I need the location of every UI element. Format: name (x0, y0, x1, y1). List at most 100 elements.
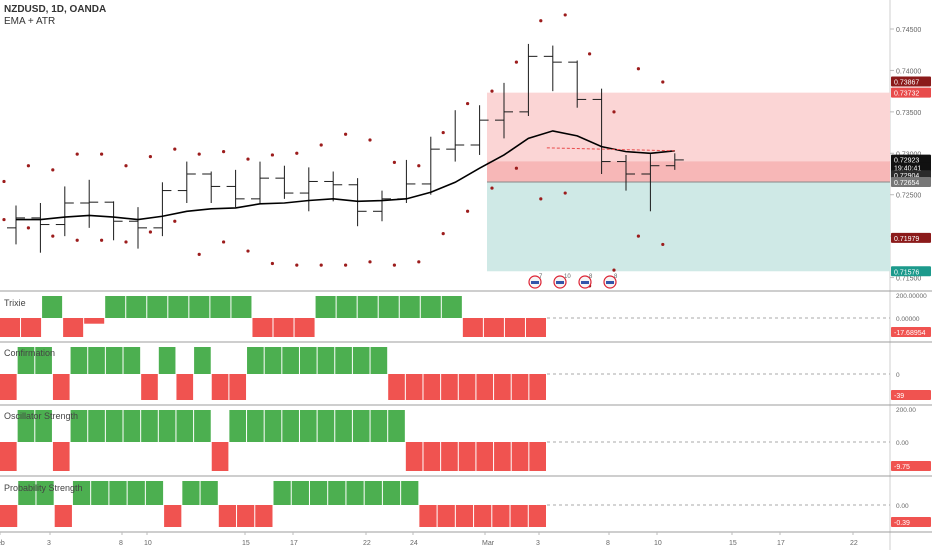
atr-lower-dot (392, 263, 396, 267)
atr-upper-dot (222, 150, 226, 154)
event-badge-count: 8 (589, 274, 593, 280)
histogram-bar-probability (237, 505, 255, 527)
atr-lower-dot (514, 166, 519, 170)
time-tick-label: 22 (363, 540, 371, 547)
time-tick-label: Mar (482, 540, 495, 547)
ohlc-bar (80, 179, 99, 228)
histogram-bar-probability (291, 481, 309, 505)
atr-lower-dot (612, 268, 616, 272)
histogram-bar-confirmation (88, 347, 105, 374)
atr-upper-dot (417, 164, 421, 168)
indicator-title: EMA + ATR (4, 16, 56, 27)
histogram-bar-probability (346, 481, 364, 505)
atr-upper-dot (75, 152, 79, 156)
histogram-bar-probability (145, 481, 164, 505)
price-label: 0.73732 (894, 91, 919, 98)
histogram-bar-oscillator (476, 442, 494, 471)
ohlc-bar (202, 171, 221, 203)
atr-lower-dot (441, 232, 445, 236)
histogram-bar-trixie (294, 318, 315, 337)
histogram-bar-probability (328, 481, 346, 505)
atr-upper-dot (441, 130, 445, 135)
histogram-bar-confirmation (229, 374, 247, 400)
event-badge-count: 10 (564, 274, 571, 280)
atr-lower-dot (270, 261, 274, 266)
histogram-bar-oscillator (70, 410, 88, 442)
histogram-bar-confirmation (423, 374, 441, 400)
pane-value-label-bg (891, 390, 931, 400)
price-label-bg (891, 76, 931, 87)
atr-upper-dot (514, 60, 519, 64)
histogram-bar-probability (109, 481, 127, 505)
histogram-bar-confirmation (405, 374, 423, 400)
atr-lower-dot (539, 197, 543, 201)
entry-zone (487, 161, 890, 182)
ohlc-bar (373, 190, 391, 222)
histogram-bar-oscillator (511, 442, 529, 471)
histogram-bar-confirmation (299, 347, 317, 374)
histogram-bar-trixie (336, 296, 357, 318)
atr-upper-dot (319, 143, 323, 147)
ohlc-bar (348, 178, 367, 227)
price-tick-label: 0.71500 (896, 276, 921, 283)
pane-title-probability-strength: Probability Strength (4, 483, 83, 493)
atr-lower-dot (124, 240, 128, 244)
histogram-bar-probability (54, 505, 72, 527)
atr-upper-dot (124, 164, 128, 168)
histogram-bar-confirmation (194, 347, 211, 374)
histogram-bar-oscillator (441, 442, 458, 471)
histogram-bar-oscillator (211, 442, 229, 471)
price-label-bg (891, 266, 931, 277)
ohlc-bar (104, 201, 123, 241)
ohlc-bar (55, 186, 74, 237)
histogram-bar-probability (91, 481, 109, 505)
pane-value-label-bg (891, 327, 931, 337)
ohlc-bar (129, 207, 147, 249)
pane-tick-label: 200.00000 (896, 293, 927, 300)
atr-lower-dot (173, 219, 177, 223)
stop-loss-zone (487, 92, 890, 162)
atr-lower-dot (661, 242, 665, 247)
atr-upper-dot (197, 152, 201, 156)
ohlc-bar (495, 82, 513, 139)
atr-upper-dot (539, 19, 543, 23)
histogram-bar-oscillator (405, 442, 423, 471)
price-label: 0.71576 (894, 269, 919, 276)
ohlc-bar (641, 154, 660, 212)
pane-value-label: -39 (894, 393, 904, 400)
histogram-bar-confirmation (317, 347, 335, 374)
atr-upper-dot (246, 157, 250, 161)
price-label-bg (891, 176, 931, 187)
histogram-bar-confirmation (123, 347, 141, 374)
histogram-bar-trixie (273, 318, 294, 337)
histogram-bar-confirmation (388, 374, 405, 400)
atr-upper-dot (148, 155, 152, 159)
atr-upper-dot (588, 52, 592, 56)
event-badge-count: 7 (539, 274, 543, 280)
histogram-bar-oscillator (105, 410, 123, 442)
price-label: 19:40:41 (894, 165, 921, 172)
atr-lower-dot (246, 249, 250, 253)
histogram-bar-confirmation (176, 374, 194, 400)
histogram-bar-probability (309, 481, 328, 505)
histogram-bar-probability (492, 505, 510, 527)
pane-title-oscillator-strength: Oscillator Strength (4, 411, 79, 421)
pane-tick-label: 0.00 (896, 440, 909, 447)
histogram-bar-confirmation (17, 347, 35, 374)
event-flag-stripe (606, 281, 614, 284)
histogram-bar-oscillator (141, 410, 158, 442)
ohlc-bar (421, 136, 440, 195)
histogram-bar-confirmation (35, 347, 52, 374)
time-tick-label: 22 (850, 540, 858, 547)
pane-value-label-bg (891, 517, 931, 527)
histogram-bar-probability (218, 505, 237, 527)
histogram-bar-trixie (231, 296, 252, 318)
time-tick-label: 10 (654, 540, 662, 547)
ohlc-bar (324, 171, 343, 202)
histogram-bar-trixie (315, 296, 336, 318)
atr-lower-dot (2, 217, 6, 222)
atr-upper-dot (2, 179, 6, 184)
price-label-bg (891, 162, 931, 173)
